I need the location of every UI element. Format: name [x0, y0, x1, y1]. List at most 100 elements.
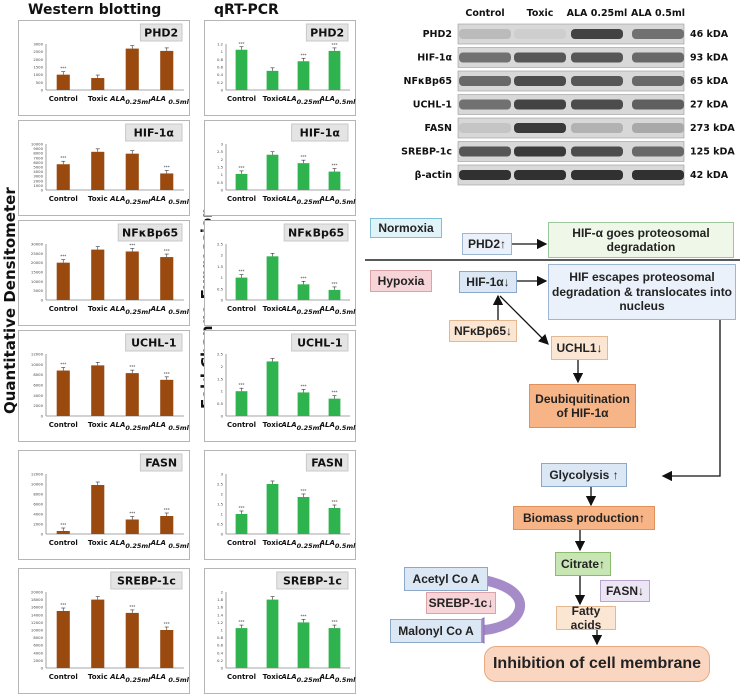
chart4-bar-toxic	[91, 485, 105, 534]
qrt-pcr-header: qRT-PCR	[214, 2, 279, 18]
blot-band-5-2	[571, 146, 623, 157]
wb-chart-srebp: SREBP-1c 0 2000 4000 6000 8000 10000 12000 14000…	[18, 568, 190, 694]
blot-band-4-0	[459, 123, 511, 133]
chart9-title-box	[291, 333, 349, 352]
chart2-ytick-6: 30000	[31, 242, 44, 247]
chart9-ytick-4: 2	[221, 364, 224, 369]
chart10-ytick-2: 1	[221, 512, 224, 517]
hif-degradation-box: HIF-α goes proteosomal degradation	[548, 222, 734, 258]
chart5-xlabel-2: ALA0.25ml	[109, 673, 151, 684]
qrt-chart-srebp: SREBP-1c 0 0.2 0.4 0.6 0.8 1 1.2 1.4 1.6 1.8 2 *** Co…	[204, 568, 356, 694]
chart4-ytick-0: 0	[41, 532, 44, 537]
blot-kda-5: 125 kDA	[690, 147, 735, 158]
citrate-box: Citrate↑	[555, 552, 611, 576]
chart0-bar-ala0-25ml	[125, 48, 139, 90]
chart1-ytick-0: 0	[41, 188, 44, 193]
wb-chart-nfkb: NFκBp65 0 5000 10000 15000 20000 25000 30000 ***…	[18, 220, 190, 326]
chart8-sig-2: ***	[301, 276, 307, 281]
blot-col-ala-0-25ml: ALA 0.25ml	[567, 8, 628, 19]
chart5-bar-control	[56, 611, 70, 668]
chart7-ytick-5: 2.5	[217, 149, 224, 154]
chart11-title: SREBP-1c	[283, 575, 342, 588]
chart10-title: FASN	[311, 457, 343, 470]
blot-band-0-2	[571, 29, 623, 39]
chart5-ytick-7: 14000	[31, 612, 44, 617]
chart10-bar-ala0-25ml	[297, 497, 310, 534]
chart7-bar-ala0-25ml	[297, 163, 310, 190]
chart8-ytick-3: 1.5	[217, 264, 224, 269]
chart11-xlabel-1: Toxic	[263, 673, 283, 681]
chart10-ytick-1: 0.5	[217, 522, 224, 527]
acetyl-coa-box: Acetyl Co A	[404, 567, 488, 591]
chart9-sig-3: ***	[332, 390, 338, 395]
chart11-bar-ala0-25ml	[297, 622, 310, 668]
chart0-xlabel-0: Control	[49, 95, 78, 103]
chart7-sig-2: ***	[301, 155, 307, 160]
western-blotting-header: Western blotting	[28, 2, 162, 18]
nfkb-down-box: NFκBp65↓	[449, 320, 517, 342]
chart5-title: SREBP-1c	[117, 575, 176, 588]
chart4-ytick-3: 6000	[33, 502, 43, 507]
chart4-ytick-1: 2000	[33, 522, 43, 527]
blot-band-4-3	[632, 123, 684, 133]
chart3-sig-2: ***	[129, 365, 135, 370]
chart2-ytick-4: 20000	[31, 260, 44, 265]
chart0-ytick-5: 2500	[33, 49, 43, 54]
chart1-bar-ala0-25ml	[125, 153, 139, 190]
chart9-xlabel-2: ALA0.25ml	[280, 421, 322, 432]
chart6-ytick-0: 0	[221, 88, 224, 93]
chart3-ytick-3: 6000	[33, 383, 43, 388]
chart5-ytick-5: 10000	[31, 628, 44, 633]
chart6-ytick-3: 0.6	[217, 65, 224, 70]
chart5-ytick-4: 8000	[33, 635, 43, 640]
chart8-ytick-4: 2	[221, 253, 224, 258]
chart6-ytick-6: 1.2	[217, 42, 224, 47]
phd2-up-box: PHD2↑	[462, 233, 512, 255]
srebp-down-box: SREBP-1c↓	[426, 592, 496, 614]
wb-chart-phd2: PHD2 0 500 1000 1500 2000 2500 3000 *** Control To…	[18, 20, 190, 116]
blot-band-1-3	[632, 52, 684, 63]
chart9-bar-ala0-25ml	[297, 392, 310, 416]
chart3-bar-toxic	[91, 365, 105, 416]
chart11-sig-0: ***	[239, 620, 245, 625]
chart5-xlabel-1: Toxic	[88, 673, 108, 681]
chart7-ytick-1: 0.5	[217, 180, 224, 185]
chart9-xlabel-0: Control	[227, 421, 256, 429]
chart4-ytick-2: 4000	[33, 512, 43, 517]
chart7-ytick-6: 3	[221, 142, 224, 147]
chart6-ytick-4: 0.8	[217, 57, 224, 62]
hif-escape-box: HIF escapes proteosomal degradation & tr…	[548, 264, 736, 320]
chart2-title-box	[117, 223, 183, 242]
chart9-bar-ala0-5ml	[328, 398, 341, 416]
blot-band-0-0	[459, 29, 511, 39]
chart3-ytick-0: 0	[41, 414, 44, 419]
chart5-ytick-0: 0	[41, 666, 44, 671]
chart3-xlabel-1: Toxic	[88, 421, 108, 429]
chart3-bar-ala0-25ml	[125, 373, 139, 416]
chart7-ytick-2: 1	[221, 172, 224, 177]
chart11-ytick-4: 0.8	[217, 635, 224, 640]
chart11-ytick-7: 1.4	[217, 612, 224, 617]
chart0-sig-0: ***	[60, 66, 66, 71]
chart8-bar-control	[235, 277, 248, 300]
wb-chart-uchl1: UCHL-1 0 2000 4000 6000 8000 10000 12000 *** Cont…	[18, 330, 190, 442]
chart3-title-box	[125, 333, 183, 352]
chart7-bar-toxic	[266, 154, 279, 190]
chart10-xlabel-0: Control	[227, 539, 256, 547]
qrt-chart-phd2: PHD2 0 0.2 0.4 0.6 0.8 1 1.2 *** Control Toxic *** A…	[204, 20, 356, 116]
chart10-title-box	[305, 453, 349, 472]
chart11-ytick-6: 1.2	[217, 620, 224, 625]
chart7-bar-control	[235, 173, 248, 190]
chart6-title-box	[305, 23, 349, 42]
chart6-ytick-1: 0.2	[217, 80, 224, 85]
qrt-chart-fasn: FASN 0 0.5 1 1.5 2 2.5 3 *** Control Toxic *** ALA0.…	[204, 450, 356, 560]
chart3-ytick-1: 2000	[33, 403, 43, 408]
chart10-ytick-3: 1.5	[217, 502, 224, 507]
chart10-ytick-6: 3	[221, 472, 224, 477]
chart7-xlabel-2: ALA0.25ml	[280, 195, 322, 206]
chart4-ytick-5: 10000	[31, 482, 44, 487]
chart5-bar-ala0-25ml	[125, 612, 139, 668]
chart8-sig-3: ***	[332, 281, 338, 286]
blot-row-label-0: PHD2	[423, 29, 452, 40]
hif1a-down-box: HIF-1α↓	[459, 271, 517, 293]
